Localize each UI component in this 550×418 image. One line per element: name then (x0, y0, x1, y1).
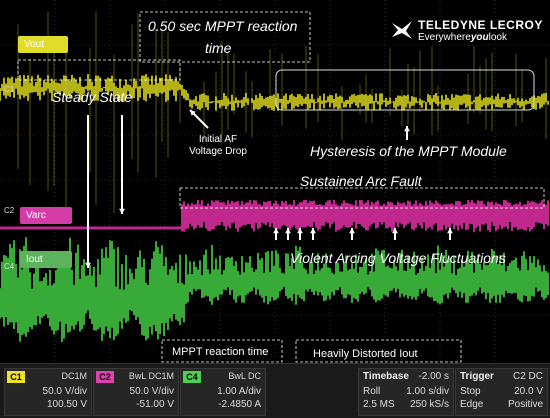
arrow-hysteresis-head (404, 126, 410, 132)
arrow-arc-0-head (273, 228, 279, 234)
status-bar: C1 DC1M 50.0 V/div 100.50 V C2 BwL DC1M … (0, 363, 550, 418)
trigger-slope: Positive (507, 399, 543, 410)
c4-offset: -2.4850 A (218, 399, 261, 410)
c4-coupling: BwL DC (228, 371, 261, 381)
arrow-initial-af-head (190, 110, 196, 116)
c2-badge: C2 (96, 371, 114, 383)
logo-tagline: Everywhereyoulook (418, 32, 507, 43)
c2-descriptor[interactable]: C2 BwL DC1M 50.0 V/div -51.00 V (93, 368, 179, 416)
mppt-reaction-box (139, 11, 311, 63)
steady-state-label: Steady State (52, 89, 133, 105)
timebase-label: Timebase (363, 371, 409, 382)
timebase-descriptor[interactable]: Timebase -2.00 s Roll 1.00 s/div 2.5 MS … (358, 368, 454, 416)
sustained-arc-label: Sustained Arc Fault (300, 173, 422, 189)
timebase-sdiv: 1.00 s/div (406, 386, 449, 397)
arrow-arc-6-head (447, 228, 453, 234)
c1-offset: 100.50 V (46, 399, 87, 410)
trigger-descriptor[interactable]: Trigger C2 DC Stop 20.0 V Edge Positive (455, 368, 548, 416)
arrow-arc-2-head (297, 228, 303, 234)
hysteresis-box (275, 69, 535, 111)
varc-trace-arc (181, 200, 549, 232)
teledyne-lecroy-logo: TELEDYNE LECROY Everywhereyoulook (390, 18, 546, 44)
initial-af-line1: Initial AF (198, 134, 238, 145)
timebase-mode: Roll (363, 386, 381, 397)
vout-spikes (17, 11, 547, 218)
steady-state-box (17, 59, 181, 81)
iout-channel-tag: Iout (20, 251, 72, 268)
heavily-distorted-label: Heavily Distorted Iout (313, 348, 418, 360)
c2-offset: -51.00 V (136, 399, 174, 410)
c1-descriptor[interactable]: C1 DC1M 50.0 V/div 100.50 V (4, 368, 92, 416)
timebase-rate: 250 kS/s (410, 399, 449, 410)
c2-coupling: BwL DC1M (128, 371, 174, 381)
initial-af-label: Initial AF Voltage Drop (178, 134, 258, 158)
tagline-prefix: Everywhere (418, 32, 471, 43)
mppt-reaction-title-line2: time (205, 40, 232, 56)
c2-vdiv: 50.0 V/div (129, 386, 174, 397)
logo-brand: TELEDYNE LECROY (418, 18, 543, 32)
c1-coupling: DC1M (61, 371, 87, 381)
arrow-arc-4-head (349, 228, 355, 234)
c4-marker: C4 (4, 262, 15, 271)
trigger-type: Edge (460, 399, 484, 410)
mppt-reaction-time-label: MPPT reaction time (172, 346, 269, 358)
arrow-steady-to-iout-head (85, 262, 91, 268)
c4-descriptor[interactable]: C4 BwL DC 1.00 A/div -2.4850 A (180, 368, 266, 416)
mppt-reaction-title-line1: 0.50 sec MPPT reaction (148, 18, 298, 34)
trigger-source: C2 DC (512, 371, 543, 382)
timebase-delay: -2.00 s (418, 371, 449, 382)
arrow-arc-1-head (285, 228, 291, 234)
initial-af-line2: Voltage Drop (189, 146, 247, 157)
c1-marker: C1 (4, 85, 15, 94)
arrow-arc-5-head (392, 228, 398, 234)
timebase-samples: 2.5 MS (363, 399, 395, 410)
mppt-reaction-time-box (161, 339, 283, 363)
trigger-level: 20.0 V (514, 386, 543, 397)
c4-vdiv: 1.00 A/div (217, 386, 261, 397)
iout-trace (0, 237, 549, 343)
tagline-bold: you (470, 32, 489, 43)
vout-channel-tag: Vout (18, 36, 68, 53)
waveform-screen: Vout Varc Iout C1 C2 C4 0.50 sec MPPT re… (0, 0, 550, 363)
trigger-state: Stop (460, 386, 481, 397)
c1-badge: C1 (7, 371, 25, 383)
varc-channel-tag: Varc (20, 207, 72, 224)
violent-arcing-label: Violent Arcing Voltage Fluctuations (290, 250, 506, 266)
distorted-iout-box (295, 339, 462, 363)
hysteresis-label: Hysteresis of the MPPT Module (310, 143, 507, 159)
lecroy-bird-icon (392, 21, 412, 39)
waveform-canvas (0, 0, 550, 363)
c4-badge: C4 (183, 371, 201, 383)
tagline-suffix: look (488, 32, 507, 43)
c1-vdiv: 50.0 V/div (42, 386, 87, 397)
c2-marker: C2 (4, 206, 15, 215)
trigger-label: Trigger (460, 371, 494, 382)
arrow-arc-3-head (310, 228, 316, 234)
arrow-steady-to-varc-head (119, 208, 125, 214)
sustained-arc-box (179, 187, 545, 209)
